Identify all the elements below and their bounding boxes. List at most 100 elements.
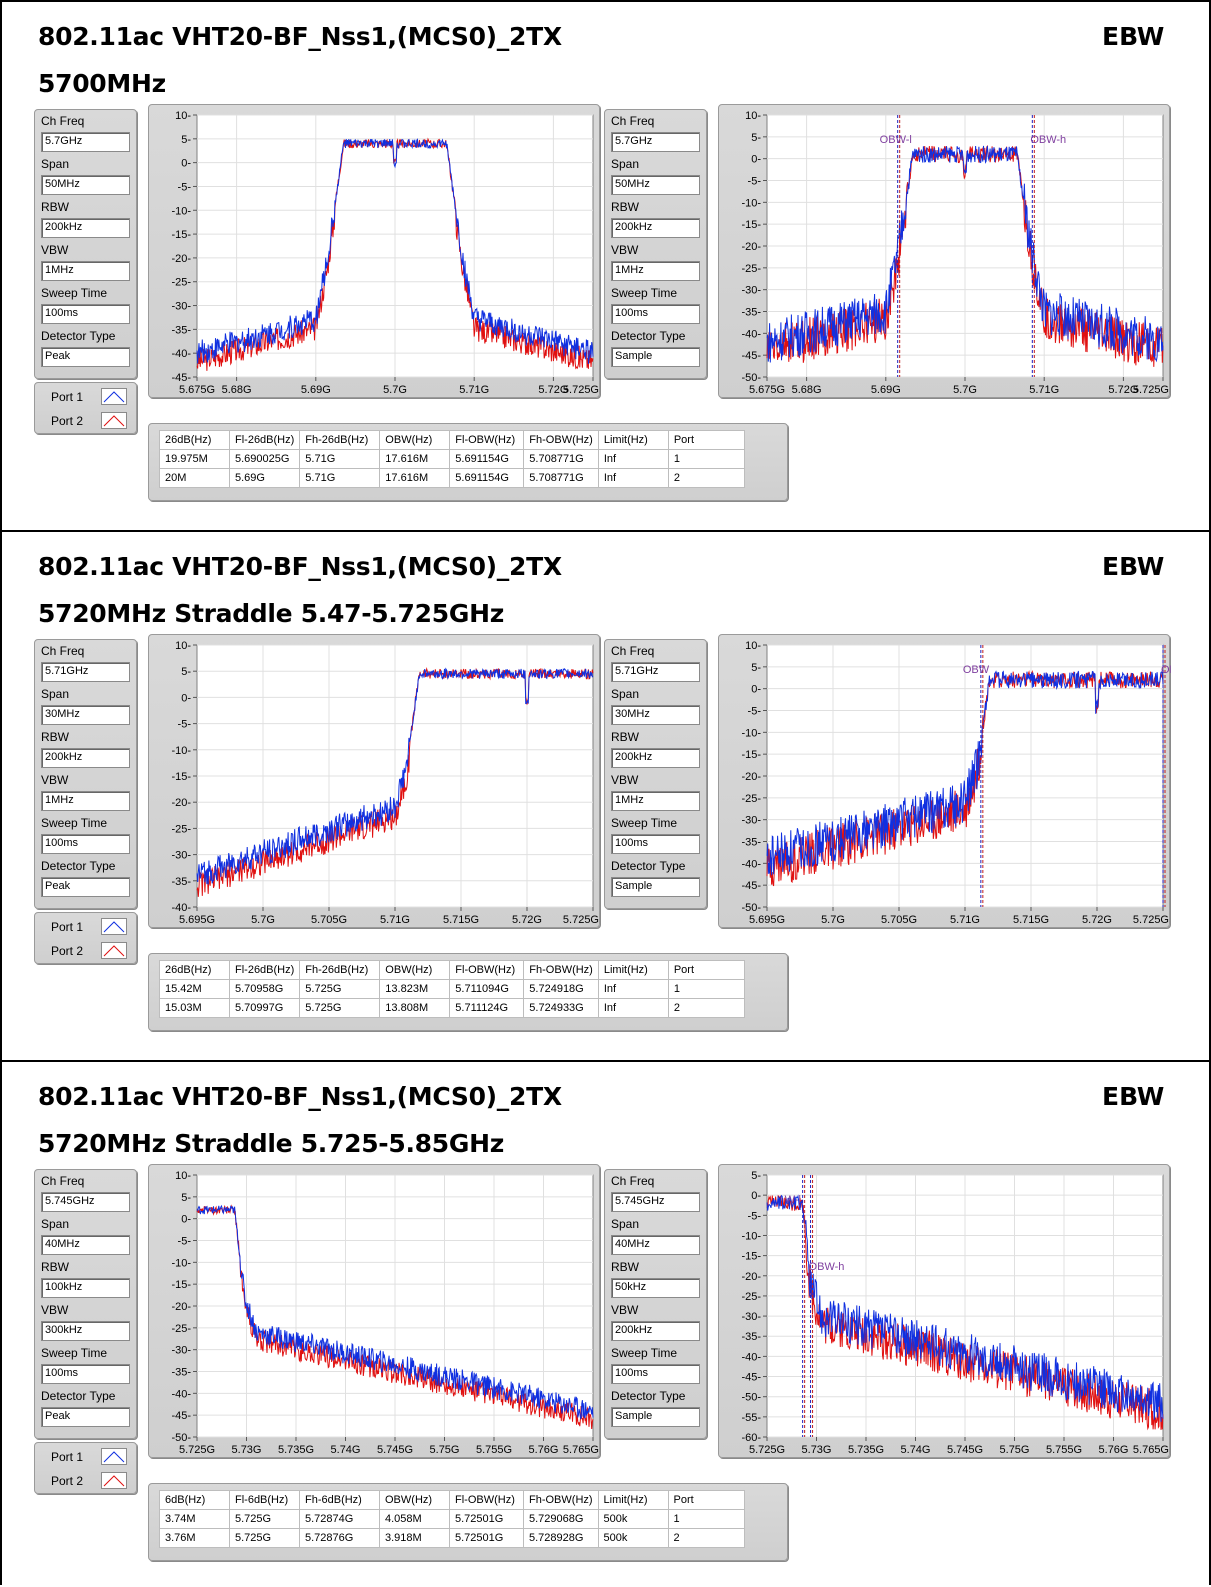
legend-port1[interactable]: Port 1 <box>37 916 133 938</box>
section-title: 802.11ac VHT20-BF_Nss1,(MCS0)_2TX <box>38 552 562 581</box>
sweep-field[interactable]: 100ms <box>611 304 700 324</box>
ch-freq-field[interactable]: 5.745GHz <box>611 1192 700 1212</box>
x-tick-label: 5.69G <box>301 384 331 396</box>
rbw-field[interactable]: 200kHz <box>611 218 700 238</box>
section-5720mhz-upper: 802.11ac VHT20-BF_Nss1,(MCS0)_2TX 5720MH… <box>2 1060 1211 1587</box>
table-cell: 5.729068G <box>523 1509 599 1529</box>
span-field[interactable]: 40MHz <box>41 1235 130 1255</box>
sweep-label: Sweep Time <box>611 1346 678 1360</box>
legend-port2[interactable]: Port 2 <box>37 410 133 432</box>
legend-port2[interactable]: Port 2 <box>37 940 133 962</box>
detector-field[interactable]: Sample <box>611 347 700 367</box>
y-tick-label: -10- <box>741 197 761 209</box>
y-tick-label: 10- <box>175 110 191 122</box>
detector-label: Detector Type <box>41 859 116 873</box>
x-tick-label: 5.7G <box>251 914 275 926</box>
ch-freq-label: Ch Freq <box>611 1174 655 1188</box>
rbw-field[interactable]: 200kHz <box>41 748 130 768</box>
legend-port2-label: Port 2 <box>51 414 84 428</box>
y-tick-label: -10- <box>741 727 761 739</box>
table-cell: 20M <box>159 468 230 488</box>
y-tick-label: -15- <box>741 1251 761 1263</box>
left-spectrum-plot[interactable]: 10- 5- 0- -5- -10- -15- -20- -25- -30- -35- -40- -4… <box>148 104 600 398</box>
table-header: Limit(Hz) <box>597 430 669 450</box>
ch-freq-field[interactable]: 5.71GHz <box>41 662 130 682</box>
vbw-field[interactable]: 1MHz <box>41 261 130 281</box>
sweep-field[interactable]: 100ms <box>611 1364 700 1384</box>
span-field[interactable]: 50MHz <box>41 175 130 195</box>
x-tick-label: 5.725G <box>563 914 599 926</box>
table-header: Fl-OBW(Hz) <box>449 960 525 980</box>
table-cell: 17.616M <box>379 449 451 469</box>
rbw-field[interactable]: 100kHz <box>41 1278 130 1298</box>
span-field[interactable]: 30MHz <box>611 705 700 725</box>
table-cell: 1 <box>667 1509 745 1529</box>
trace-port1 <box>766 670 1164 876</box>
y-tick-label: -5- <box>178 719 192 731</box>
legend-port1[interactable]: Port 1 <box>37 386 133 408</box>
right-spectrum-plot[interactable]: 10- 5- 0- -5- -10- -15- -20- -25- -30- -35- -40- -4… <box>718 104 1170 398</box>
left-spectrum-plot[interactable]: 10- 5- 0- -5- -10- -15- -20- -25- -30- -35- -40- -4… <box>148 1164 600 1458</box>
legend-port1[interactable]: Port 1 <box>37 1446 133 1468</box>
y-tick-label: 10- <box>175 640 191 652</box>
table-cell: 19.975M <box>159 449 230 469</box>
rbw-field[interactable]: 50kHz <box>611 1278 700 1298</box>
sweep-field[interactable]: 100ms <box>41 834 130 854</box>
left-spectrum-plot[interactable]: 10- 5- 0- -5- -10- -15- -20- -25- -30- -35- -40- 5.… <box>148 634 600 928</box>
right-param-panel: Ch Freq 5.7GHz Span 50MHz RBW 200kHz VBW 1MHz Sw… <box>604 109 707 379</box>
table-header: Port <box>667 960 745 980</box>
vbw-field[interactable]: 1MHz <box>41 791 130 811</box>
vbw-field[interactable]: 1MHz <box>611 261 700 281</box>
rbw-field[interactable]: 200kHz <box>611 748 700 768</box>
sweep-field[interactable]: 100ms <box>611 834 700 854</box>
x-tick-label: 5.755G <box>1046 1444 1082 1456</box>
y-tick-label: -20- <box>741 771 761 783</box>
table-header: OBW(Hz) <box>379 430 451 450</box>
vbw-field[interactable]: 1MHz <box>611 791 700 811</box>
sweep-field[interactable]: 100ms <box>41 1364 130 1384</box>
detector-field[interactable]: Sample <box>611 1407 700 1427</box>
detector-field[interactable]: Peak <box>41 1407 130 1427</box>
right-spectrum-plot[interactable]: 5- 0- -5- -10- -15- -20- -25- -30- -35- -40- -45- -… <box>718 1164 1170 1458</box>
y-tick-label: -35- <box>741 1331 761 1343</box>
y-tick-label: -5- <box>748 706 762 718</box>
result-table: 6dB(Hz) Fl-6dB(Hz) Fh-6dB(Hz) OBW(Hz) Fl-OBW… <box>159 1490 745 1548</box>
y-tick-label: -45- <box>741 350 761 362</box>
ch-freq-field[interactable]: 5.7GHz <box>41 132 130 152</box>
trace-port1 <box>766 145 1164 363</box>
table-cell: 5.72501G <box>449 1509 524 1529</box>
ch-freq-field[interactable]: 5.745GHz <box>41 1192 130 1212</box>
ch-freq-field[interactable]: 5.71GHz <box>611 662 700 682</box>
vbw-field[interactable]: 200kHz <box>611 1321 700 1341</box>
rbw-field[interactable]: 200kHz <box>41 218 130 238</box>
x-tick-label: 5.715G <box>443 914 479 926</box>
y-tick-label: -40- <box>741 858 761 870</box>
y-tick-label: -5- <box>178 181 192 193</box>
ch-freq-label: Ch Freq <box>41 114 85 128</box>
table-header: OBW(Hz) <box>379 960 451 980</box>
detector-field[interactable]: Peak <box>41 347 130 367</box>
trace-port2 <box>766 1194 1164 1431</box>
right-spectrum-plot[interactable]: 10- 5- 0- -5- -10- -15- -20- -25- -30- -35- -40- -4… <box>718 634 1171 928</box>
y-tick-label: -25- <box>741 263 761 275</box>
detector-field[interactable]: Peak <box>41 877 130 897</box>
detector-field[interactable]: Sample <box>611 877 700 897</box>
ebw-label: EBW <box>1102 1082 1165 1111</box>
sweep-field[interactable]: 100ms <box>41 304 130 324</box>
vbw-field[interactable]: 300kHz <box>41 1321 130 1341</box>
trace-port2 <box>766 144 1164 367</box>
y-tick-label: -30- <box>171 1345 191 1357</box>
vbw-label: VBW <box>41 243 69 257</box>
legend-port2[interactable]: Port 2 <box>37 1470 133 1492</box>
table-cell: 5.690025G <box>228 449 301 469</box>
span-field[interactable]: 50MHz <box>611 175 700 195</box>
x-tick-label: 5.695G <box>179 914 215 926</box>
span-field[interactable]: 30MHz <box>41 705 130 725</box>
ch-freq-field[interactable]: 5.7GHz <box>611 132 700 152</box>
sweep-label: Sweep Time <box>41 816 108 830</box>
x-tick-label: 5.76G <box>1099 1444 1129 1456</box>
spectrum-chart-svg: 10-5-0--5--10--15--20--25--30--35--40-5.… <box>171 640 599 926</box>
table-row: 15.03M 5.70997G 5.725G 13.808M 5.711124G 5.72… <box>159 998 745 1018</box>
span-field[interactable]: 40MHz <box>611 1235 700 1255</box>
table-header: Fl-6dB(Hz) <box>229 1490 300 1510</box>
